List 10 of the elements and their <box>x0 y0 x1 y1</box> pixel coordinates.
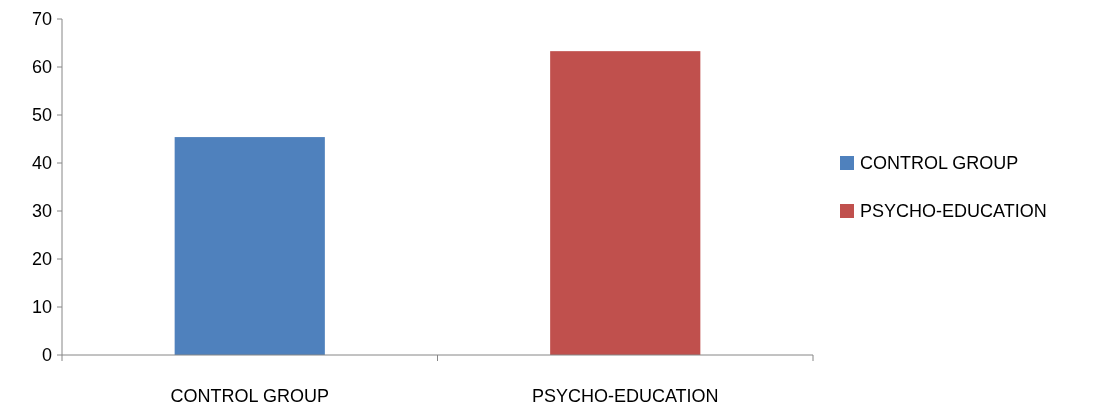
y-tick-label: 70 <box>31 9 52 30</box>
y-tick-label: 40 <box>31 153 52 174</box>
y-tick-label: 10 <box>31 297 52 318</box>
y-tick-label: 60 <box>31 57 52 78</box>
legend-label: CONTROL GROUP <box>860 153 1019 174</box>
y-tick-label: 0 <box>41 345 52 366</box>
legend-label: PSYCHO-EDUCATION <box>860 201 1047 222</box>
y-tick-label: 30 <box>31 201 52 222</box>
y-tick-label: 50 <box>31 105 52 126</box>
y-tick-label: 20 <box>31 249 52 270</box>
